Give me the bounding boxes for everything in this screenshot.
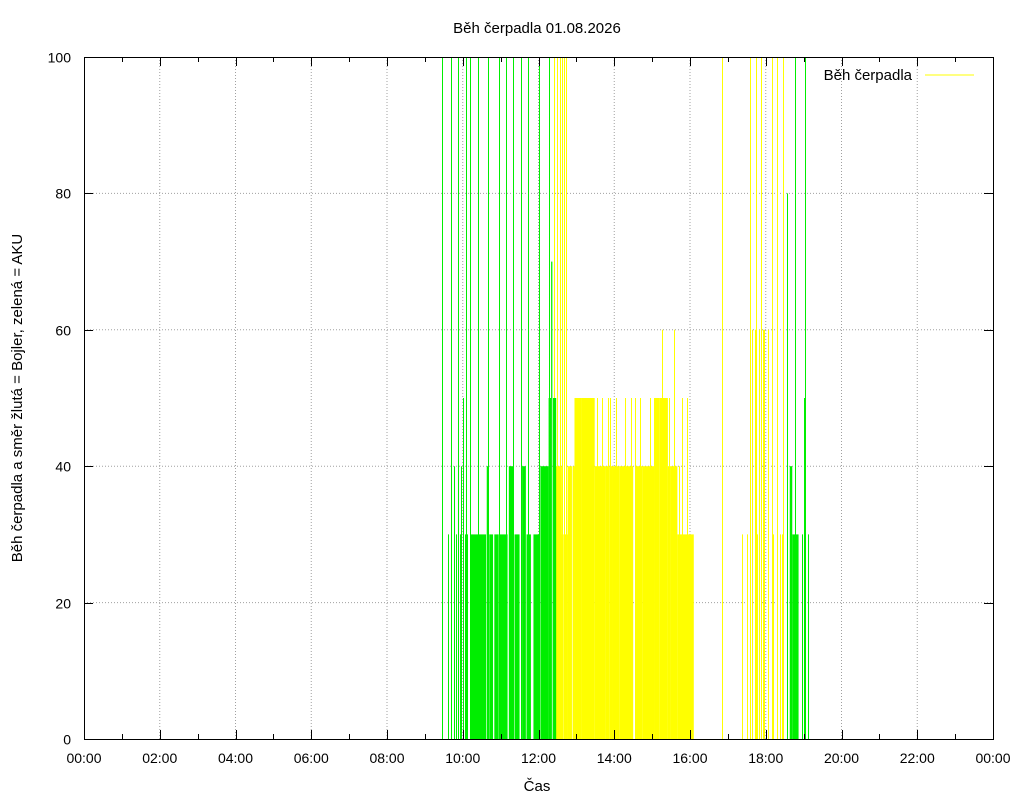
x-tick-label: 20:00 bbox=[824, 750, 859, 766]
x-tick-label: 16:00 bbox=[672, 750, 707, 766]
bojler-bar bbox=[555, 466, 562, 739]
bojler-bar bbox=[572, 466, 575, 739]
aku-bar bbox=[522, 466, 526, 739]
x-tick-label: 00:00 bbox=[66, 750, 101, 766]
bojler-bar bbox=[609, 466, 613, 739]
y-tick-label: 60 bbox=[55, 323, 71, 339]
bojler-bar bbox=[659, 398, 663, 739]
aku-bar bbox=[486, 466, 489, 739]
x-tick-label: 04:00 bbox=[218, 750, 253, 766]
bojler-bar bbox=[687, 534, 694, 739]
bojler-bar bbox=[594, 466, 606, 739]
aku-bar bbox=[514, 534, 520, 739]
bojler-bar bbox=[567, 466, 572, 739]
x-tick-label: 02:00 bbox=[142, 750, 177, 766]
x-tick-label: 18:00 bbox=[748, 750, 783, 766]
y-tick-label: 100 bbox=[48, 50, 72, 66]
y-tick-label: 80 bbox=[55, 186, 71, 202]
aku-bar bbox=[489, 534, 494, 739]
bojler-bar bbox=[561, 466, 563, 739]
aku-bar bbox=[494, 534, 499, 739]
legend: Běh čerpadla bbox=[824, 67, 974, 84]
bojler-bar bbox=[635, 466, 643, 739]
x-tick-label: 22:00 bbox=[900, 750, 935, 766]
x-tick-label: 10:00 bbox=[445, 750, 480, 766]
chart-title: Běh čerpadla 01.08.2026 bbox=[453, 20, 621, 37]
bojler-bar bbox=[564, 534, 568, 739]
legend-label: Běh čerpadla bbox=[824, 67, 913, 84]
y-tick-label: 0 bbox=[63, 732, 71, 748]
bojler-bar bbox=[654, 398, 660, 739]
x-tick-label: 12:00 bbox=[521, 750, 556, 766]
x-axis-title: Čas bbox=[524, 778, 551, 795]
bojler-bar bbox=[605, 466, 610, 739]
bojler-bar bbox=[670, 466, 678, 739]
y-axis-title: Běh čerpadla a směr žlutá = Bojler, zele… bbox=[9, 234, 26, 563]
aku-bar bbox=[553, 398, 557, 739]
x-tick-label: 00:00 bbox=[975, 750, 1010, 766]
x-tick-label: 06:00 bbox=[294, 750, 329, 766]
aku-bar bbox=[533, 534, 540, 739]
x-tick-label: 14:00 bbox=[597, 750, 632, 766]
aku-bar bbox=[540, 466, 549, 739]
data-bars bbox=[442, 57, 809, 739]
x-tick-label: 08:00 bbox=[369, 750, 404, 766]
y-tick-label: 40 bbox=[55, 459, 71, 475]
aku-bar bbox=[551, 261, 553, 739]
aku-bar bbox=[499, 534, 508, 739]
aku-bar bbox=[508, 466, 514, 739]
aku-bar bbox=[789, 466, 793, 739]
bojler-bar bbox=[574, 398, 582, 739]
bojler-bar bbox=[619, 466, 626, 739]
bojler-bar bbox=[625, 466, 634, 739]
axes: 00:00 02:00 04:00 06:00 08:00 10:00 12:00 14:00… bbox=[48, 50, 1011, 767]
y-tick-label: 20 bbox=[55, 596, 71, 612]
bojler-bar bbox=[642, 466, 655, 739]
